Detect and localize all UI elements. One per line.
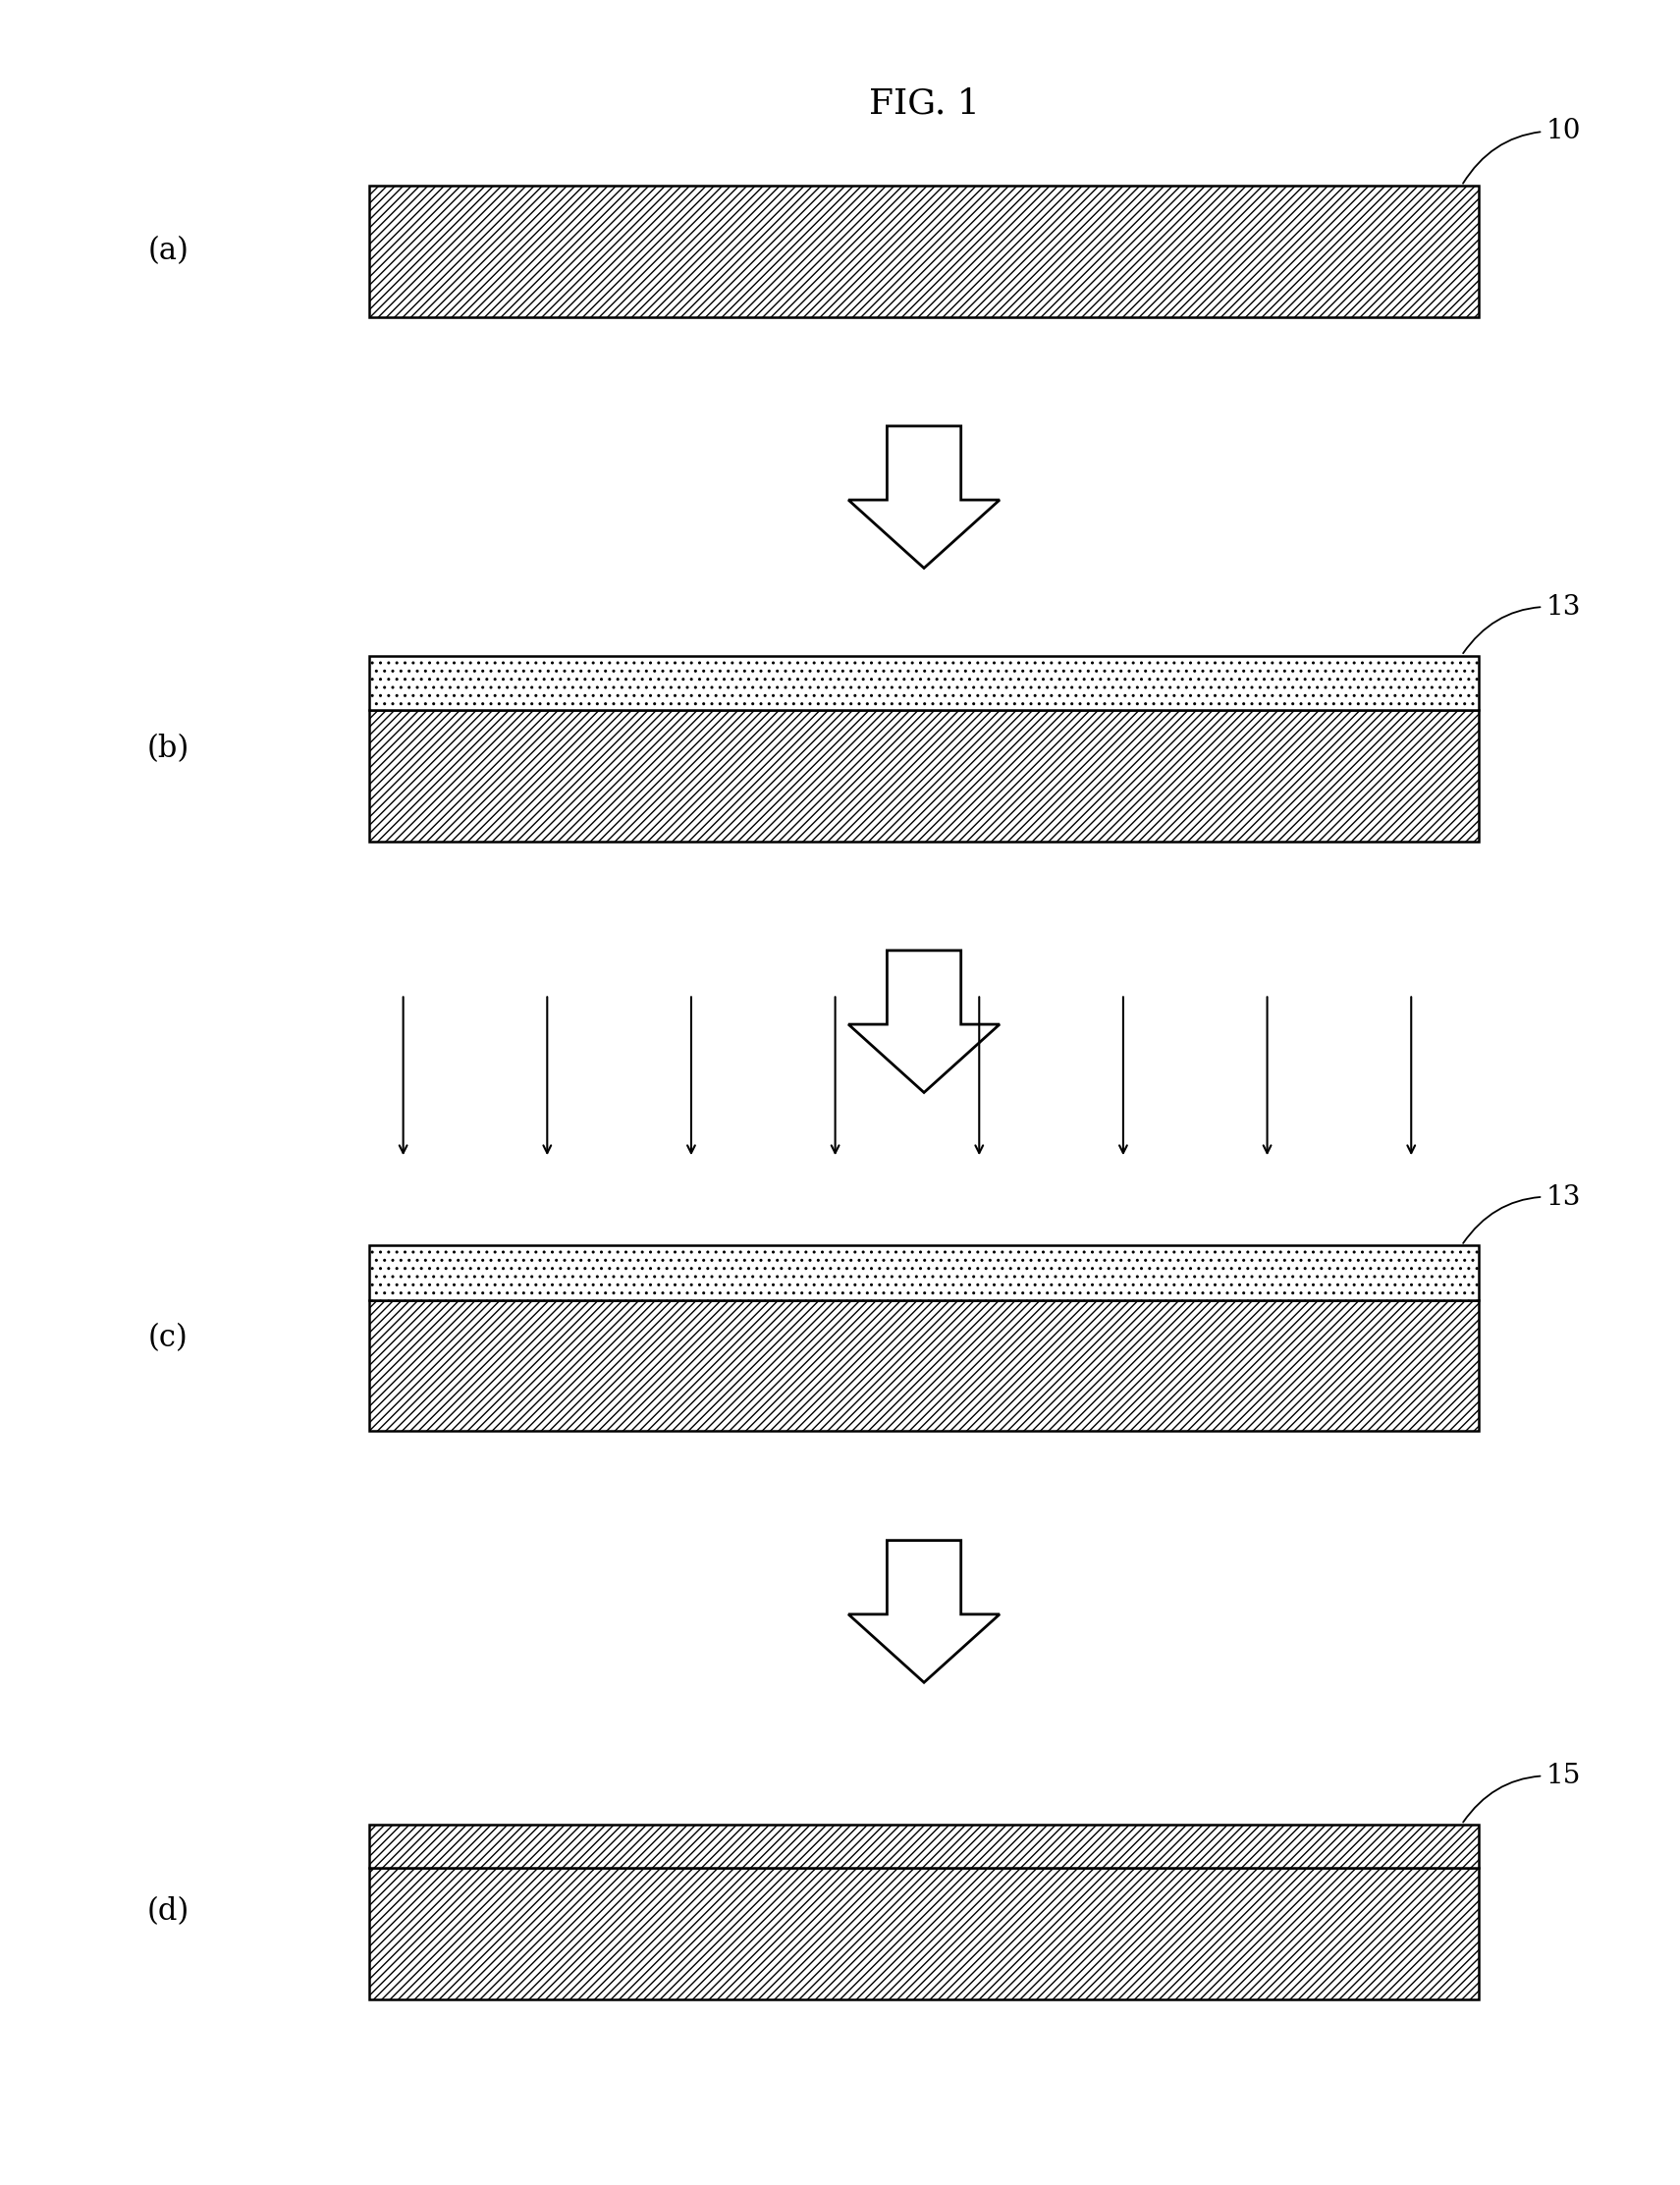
Text: (d): (d) bbox=[146, 1897, 190, 1927]
Text: (a): (a) bbox=[148, 236, 188, 267]
Bar bbox=[370, 1300, 1478, 1431]
Polygon shape bbox=[848, 950, 1000, 1092]
Bar bbox=[370, 186, 1478, 317]
Bar bbox=[370, 710, 1478, 841]
Polygon shape bbox=[848, 1540, 1000, 1682]
Bar bbox=[370, 1824, 1478, 1868]
Bar bbox=[370, 1245, 1478, 1300]
Bar bbox=[370, 1868, 1478, 1999]
Polygon shape bbox=[848, 426, 1000, 568]
Text: (b): (b) bbox=[146, 734, 190, 763]
Text: 13: 13 bbox=[1463, 1184, 1581, 1243]
Bar bbox=[370, 656, 1478, 710]
Text: 10: 10 bbox=[1463, 118, 1581, 184]
Text: (c): (c) bbox=[148, 1324, 188, 1353]
Text: FIG. 1: FIG. 1 bbox=[869, 87, 979, 120]
Text: 15: 15 bbox=[1463, 1763, 1581, 1822]
Text: 13: 13 bbox=[1463, 594, 1581, 653]
